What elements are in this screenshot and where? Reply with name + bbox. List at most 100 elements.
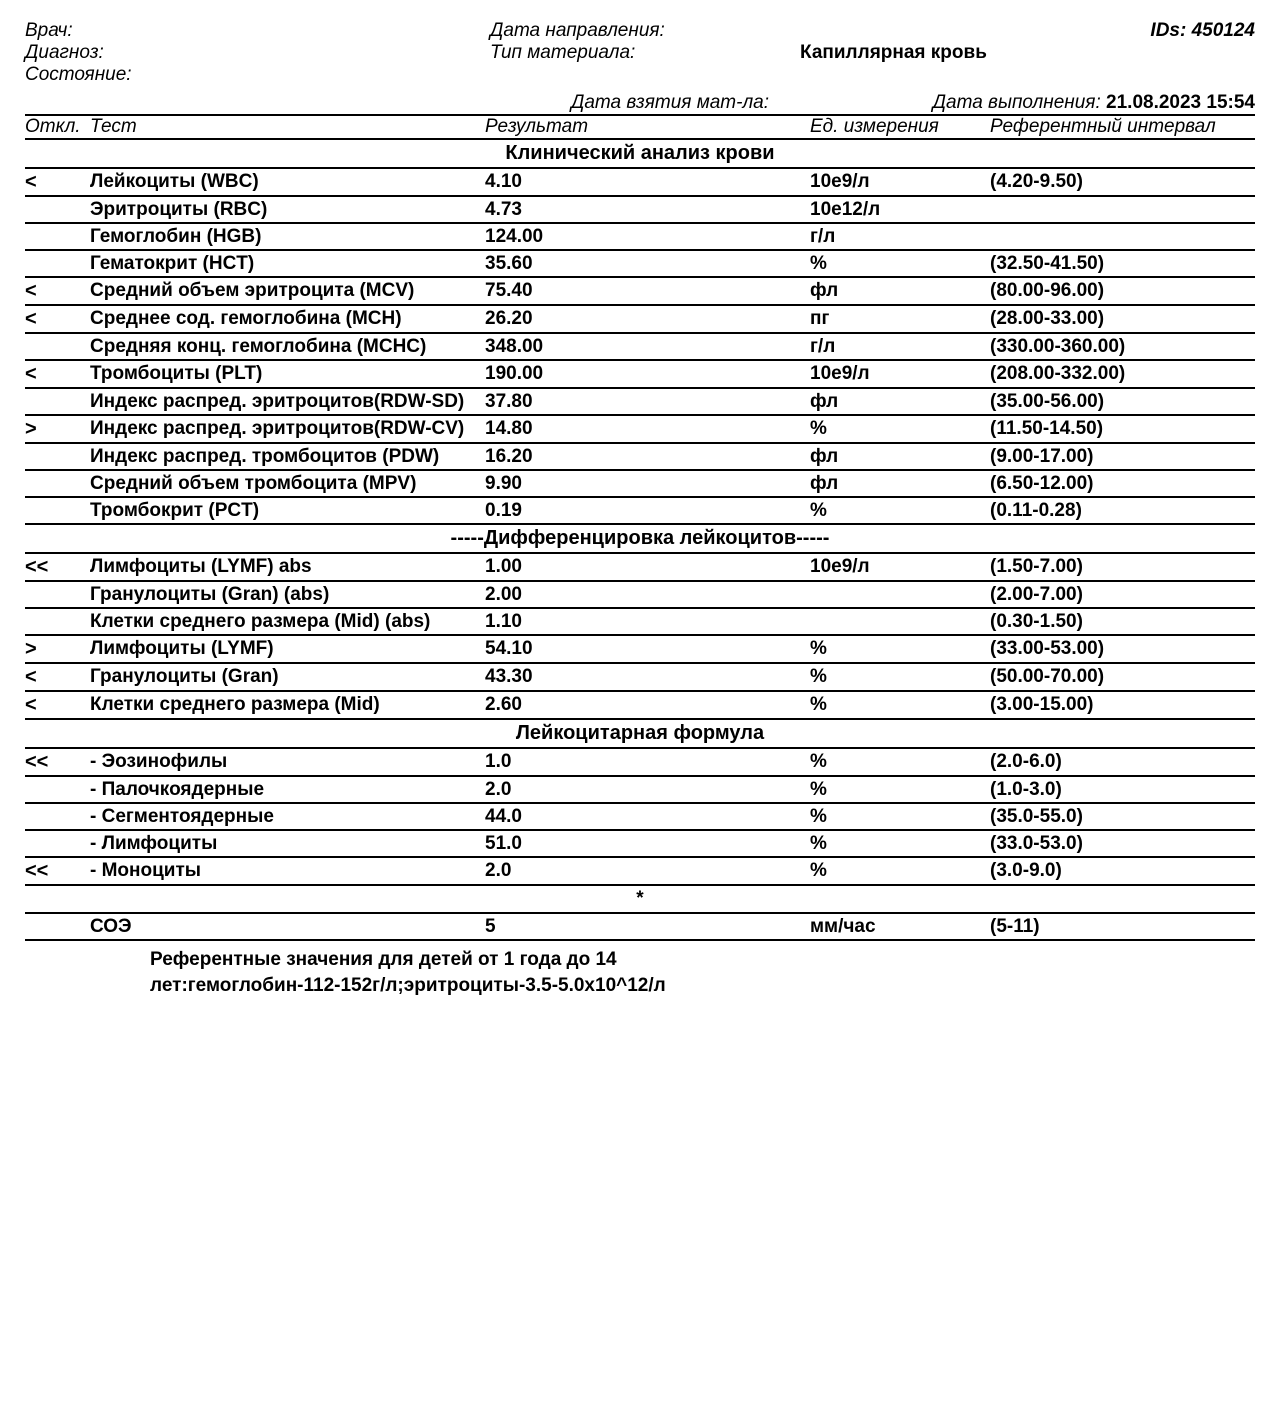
ref-cell: (35.0-55.0) (990, 806, 1255, 828)
test-cell: Средняя конц. гемоглобина (MCHC) (90, 336, 485, 358)
test-cell: Лейкоциты (WBC) (90, 171, 485, 193)
ref-cell: (35.00-56.00) (990, 391, 1255, 413)
table-row: <<Лимфоциты (LYMF) abs1.0010e9/л(1.50-7.… (25, 554, 1255, 582)
result-cell: 2.0 (485, 779, 810, 801)
test-cell: Лимфоциты (LYMF) (90, 638, 485, 660)
material-type-label: Тип материала: (490, 42, 800, 64)
flag-cell: << (25, 556, 90, 579)
unit-cell: мм/час (810, 916, 990, 938)
test-cell: Лимфоциты (LYMF) abs (90, 556, 485, 578)
section-title: -----Дифференцировка лейкоцитов----- (25, 525, 1255, 554)
unit-cell: 10e9/л (810, 556, 990, 578)
table-row: Гемоглобин (HGB)124.00г/л (25, 224, 1255, 251)
unit-cell: % (810, 806, 990, 828)
table-row: >Индекс распред. эритроцитов(RDW-CV)14.8… (25, 416, 1255, 444)
result-cell: 348.00 (485, 336, 810, 358)
unit-cell: фл (810, 391, 990, 413)
table-row: Индекс распред. тромбоцитов (PDW)16.20фл… (25, 444, 1255, 471)
test-cell: - Моноциты (90, 860, 485, 882)
table-row: Индекс распред. эритроцитов(RDW-SD)37.80… (25, 389, 1255, 416)
col-flag: Откл. (25, 116, 90, 138)
flag-cell: > (25, 638, 90, 661)
table-row: - Палочкоядерные2.0%(1.0-3.0) (25, 777, 1255, 804)
condition-label: Состояние: (25, 64, 490, 86)
table-row: <Гранулоциты (Gran)43.30%(50.00-70.00) (25, 664, 1255, 692)
table-row: <Средний объем эритроцита (MCV)75.40фл(8… (25, 278, 1255, 306)
table-row: <Среднее сод. гемоглобина (MCH)26.20пг(2… (25, 306, 1255, 334)
test-cell: Средний объем тромбоцита (MPV) (90, 473, 485, 495)
ref-cell: (50.00-70.00) (990, 666, 1255, 688)
test-cell: Гранулоциты (Gran) (abs) (90, 584, 485, 606)
table-row: Гранулоциты (Gran) (abs)2.00(2.00-7.00) (25, 582, 1255, 609)
test-cell: СОЭ (90, 916, 485, 938)
table-row: Средняя конц. гемоглобина (MCHC)348.00г/… (25, 334, 1255, 361)
table-row: Гематокрит (HCT)35.60%(32.50-41.50) (25, 251, 1255, 278)
test-cell: Тромбоциты (PLT) (90, 363, 485, 385)
flag-cell: < (25, 171, 90, 194)
test-cell: Гемоглобин (HGB) (90, 226, 485, 248)
flag-cell: < (25, 280, 90, 303)
flag-cell: << (25, 860, 90, 883)
result-date-value: 21.08.2023 15:54 (1106, 92, 1255, 113)
unit-cell: % (810, 500, 990, 522)
table-row: - Сегментоядерные44.0%(35.0-55.0) (25, 804, 1255, 831)
table-row: - Лимфоциты51.0%(33.0-53.0) (25, 831, 1255, 858)
result-cell: 1.0 (485, 751, 810, 773)
result-cell: 4.73 (485, 199, 810, 221)
section-title: Клинический анализ крови (25, 140, 1255, 169)
ref-cell: (4.20-9.50) (990, 171, 1255, 193)
result-cell: 190.00 (485, 363, 810, 385)
ref-cell: (3.00-15.00) (990, 694, 1255, 716)
unit-cell: % (810, 638, 990, 660)
table-row: Клетки среднего размера (Mid) (abs)1.10(… (25, 609, 1255, 636)
test-cell: Средний объем эритроцита (MCV) (90, 280, 485, 302)
col-result: Результат (485, 116, 810, 138)
result-cell: 44.0 (485, 806, 810, 828)
unit-cell: фл (810, 473, 990, 495)
test-cell: Тромбокрит (PCT) (90, 500, 485, 522)
unit-cell: % (810, 860, 990, 882)
diagnosis-label: Диагноз: (25, 42, 490, 64)
ref-cell: (330.00-360.00) (990, 336, 1255, 358)
flag-cell: < (25, 666, 90, 689)
referral-date-label: Дата направления: (490, 20, 800, 42)
ref-cell: (3.0-9.0) (990, 860, 1255, 882)
test-cell: - Эозинофилы (90, 751, 485, 773)
unit-cell: 10e9/л (810, 363, 990, 385)
ref-cell: (0.30-1.50) (990, 611, 1255, 633)
ref-cell: (1.0-3.0) (990, 779, 1255, 801)
unit-cell: % (810, 253, 990, 275)
table-row: СОЭ5мм/час(5-11) (25, 914, 1255, 941)
table-row: <Тромбоциты (PLT)190.0010e9/л(208.00-332… (25, 361, 1255, 389)
footnote-line1: Референтные значения для детей от 1 года… (150, 947, 1255, 973)
unit-cell: 10e9/л (810, 171, 990, 193)
unit-cell: фл (810, 280, 990, 302)
result-cell: 43.30 (485, 666, 810, 688)
ref-cell: (6.50-12.00) (990, 473, 1255, 495)
flag-cell: << (25, 751, 90, 774)
ref-cell: (33.0-53.0) (990, 833, 1255, 855)
unit-cell: 10e12/л (810, 199, 990, 221)
result-cell: 37.80 (485, 391, 810, 413)
unit-cell: % (810, 418, 990, 440)
test-cell: Клетки среднего размера (Mid) (abs) (90, 611, 485, 633)
material-type-value: Капиллярная кровь (800, 42, 1255, 64)
ref-cell: (5-11) (990, 916, 1255, 938)
unit-cell: % (810, 694, 990, 716)
table-row: >Лимфоциты (LYMF)54.10%(33.00-53.00) (25, 636, 1255, 664)
test-cell: Индекс распред. эритроцитов(RDW-CV) (90, 418, 485, 440)
result-cell: 26.20 (485, 308, 810, 330)
table-row: Средний объем тромбоцита (MPV)9.90фл(6.5… (25, 471, 1255, 498)
test-cell: - Палочкоядерные (90, 779, 485, 801)
star-separator: * (25, 886, 1255, 914)
table-row: Тромбокрит (PCT)0.19%(0.11-0.28) (25, 498, 1255, 525)
result-cell: 51.0 (485, 833, 810, 855)
unit-cell: % (810, 833, 990, 855)
test-cell: Клетки среднего размера (Mid) (90, 694, 485, 716)
col-test: Тест (90, 116, 485, 138)
table-row: <<- Моноциты2.0%(3.0-9.0) (25, 858, 1255, 886)
test-cell: Индекс распред. эритроцитов(RDW-SD) (90, 391, 485, 413)
test-cell: Гранулоциты (Gran) (90, 666, 485, 688)
result-cell: 2.00 (485, 584, 810, 606)
unit-cell: пг (810, 308, 990, 330)
